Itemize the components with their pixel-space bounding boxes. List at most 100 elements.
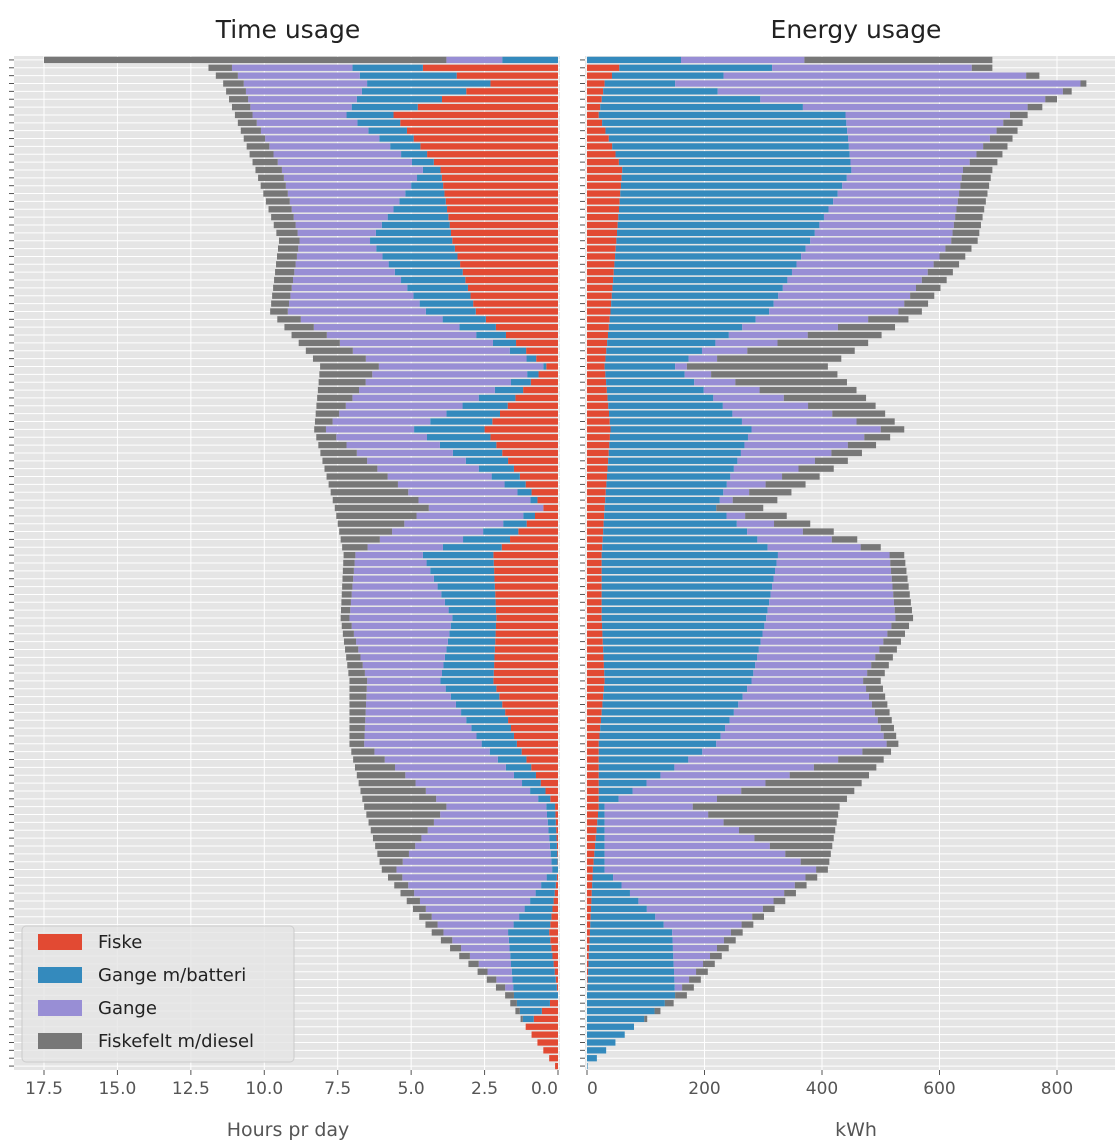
bar-segment-fiskefelt-m-diesel [270,308,288,315]
legend-swatch-gange-m-batteri [38,967,82,983]
bar-segment-fiskefelt-m-diesel [334,504,429,512]
bar-segment-gange-m-batteri [609,418,742,425]
bar-segment-gange-m-batteri [609,441,745,449]
bar-segment-fiskefelt-m-diesel [805,874,818,881]
bar-segment-gange [847,127,997,134]
bar-segment-fiskefelt-m-diesel [957,198,986,205]
legend-label: Fiske [98,932,142,953]
bar-segment-gange-m-batteri [359,72,457,79]
bar-segment-gange [408,850,551,857]
bar-segment-gange-m-batteri [444,599,496,606]
bar-segment-fiskefelt-m-diesel [208,64,232,71]
bar-segment-fiske [556,842,558,850]
bar-segment-gange-m-batteri [510,952,553,960]
bar-segment-fiskefelt-m-diesel [366,811,441,818]
bar-segment-gange-m-batteri [588,960,674,968]
bar-segment-gange [760,638,884,645]
bar-segment-fiskefelt-m-diesel [675,992,687,999]
bar-segment-fiskefelt-m-diesel [255,166,282,174]
bar-segment-fiske [546,363,558,370]
bar-segment-gange-m-batteri [612,143,849,150]
bar-segment-fiskefelt-m-diesel [777,339,869,347]
bar-segment-fiskefelt-m-diesel [807,331,882,339]
bar-segment-fiskefelt-m-diesel [864,434,891,441]
bar-segment-gange [766,614,896,622]
bar-segment-gange [767,607,895,614]
bar-segment-fiske [440,166,558,174]
bar-segment-fiske [587,662,604,669]
bar-segment-gange-m-batteri [598,111,846,119]
bar-segment-gange [289,300,420,307]
bar-segment-fiske [433,158,558,166]
bar-segment-fiske [587,858,594,865]
bar-segment-fiskefelt-m-diesel [762,905,775,913]
bar-segment-gange [283,174,418,181]
bar-segment-gange-m-batteri [426,559,494,567]
bar-segment-gange [364,724,472,732]
bar-segment-gange [297,229,376,237]
bar-segment-fiskefelt-m-diesel [314,418,333,425]
bar-segment-gange-m-batteri [599,732,721,740]
bar-segment-fiske [587,119,603,126]
bar-segment-fiske [555,882,558,889]
bar-segment-fiske [587,795,599,802]
bar-segment-fiske [587,316,610,323]
bar-segment-gange [828,206,957,213]
bar-segment-fiske [494,583,558,590]
bar-segment-gange-m-batteri [587,1062,588,1070]
bar-segment-fiske [502,701,558,708]
bar-segment-fiskefelt-m-diesel [847,441,877,449]
bar-segment-fiske [587,190,621,197]
bar-segment-fiske [587,976,588,983]
bar-segment-fiskefelt-m-diesel [332,496,419,504]
bar-segment-gange [351,622,451,630]
bar-segment-fiske [587,575,602,582]
bar-segment-gange-m-batteri [471,724,512,732]
bar-segment-gange [394,764,506,771]
bar-segment-gange-m-batteri [606,347,702,354]
bar-segment-gange [433,819,548,826]
bar-segment-fiske [526,520,558,527]
bar-segment-gange [762,630,888,637]
bar-segment-gange-m-batteri [459,324,496,331]
bar-segment-fiske [587,803,599,810]
bar-segment-gange-m-batteri [491,473,520,480]
bar-segment-fiskefelt-m-diesel [883,732,897,740]
bar-segment-gange [767,544,861,551]
bar-segment-fiskefelt-m-diesel [686,363,828,370]
bar-segment-fiske [587,599,602,606]
bar-segment-fiske [540,779,558,787]
bar-segment-fiske [587,654,604,661]
bar-segment-gange-m-batteri [450,622,496,630]
bar-segment-gange-m-batteri [511,960,554,968]
bar-segment-gange [772,583,893,590]
x-tick-label: 400 [806,1079,838,1099]
bar-segment-gange-m-batteri [602,630,763,637]
bar-segment-fiske [587,88,604,95]
bar-segment-gange [819,221,954,229]
bar-segment-fiskefelt-m-diesel [349,685,367,692]
bar-segment-gange [801,253,940,260]
bar-segment-gange-m-batteri [616,237,811,244]
bar-segment-gange [374,748,490,755]
bar-segment-gange-m-batteri [588,952,674,960]
bar-segment-fiske [555,1062,558,1070]
bar-segment-gange [367,544,443,551]
bar-segment-fiskefelt-m-diesel [277,253,297,260]
bar-segment-gange [365,717,467,724]
bar-segment-gange-m-batteri [587,1039,616,1046]
bar-segment-fiskefelt-m-diesel [804,56,993,64]
bar-segment-fiske [456,72,558,79]
bar-segment-gange-m-batteri [604,504,717,512]
bar-segment-gange-m-batteri [619,198,834,205]
bar-segment-fiske [508,457,558,464]
bar-segment-fiske [587,198,620,205]
bar-segment-gange [791,269,928,276]
bar-segment-fiskefelt-m-diesel [275,269,295,276]
bar-segment-gange-m-batteri [589,945,673,952]
bar-segment-fiskefelt-m-diesel [741,921,754,928]
bar-segment-gange [796,261,934,268]
bar-segment-gange [469,952,511,960]
bar-segment-gange [349,614,453,622]
bar-segment-gange-m-batteri [615,253,802,260]
